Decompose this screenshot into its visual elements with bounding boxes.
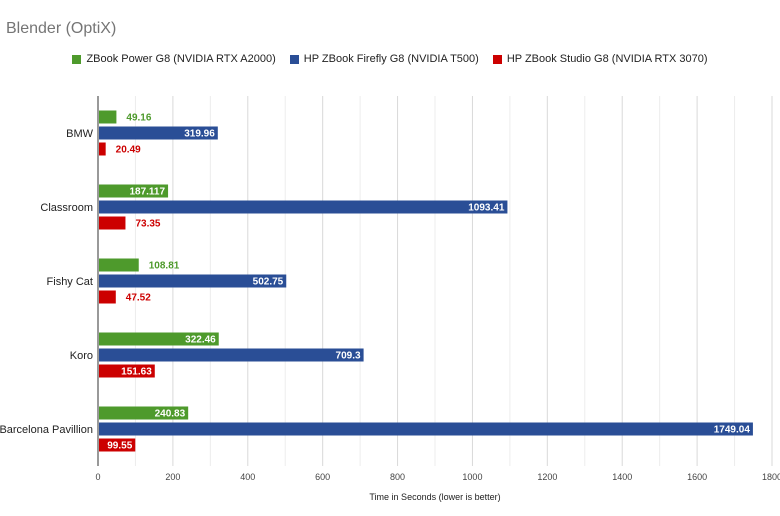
data-label: 47.52 [126, 293, 151, 304]
data-label: 1093.41 [468, 203, 505, 214]
x-tick-label: 1000 [462, 472, 482, 482]
data-label: 1749.04 [714, 425, 751, 436]
data-label: 108.81 [149, 261, 180, 272]
data-label: 49.16 [126, 113, 151, 124]
data-label: 502.75 [253, 277, 284, 288]
x-tick-label: 1400 [612, 472, 632, 482]
x-tick-label: 0 [95, 472, 100, 482]
category-label: Classroom [40, 202, 93, 214]
legend-swatch [72, 54, 82, 64]
data-label: 20.49 [116, 145, 141, 156]
bar [99, 364, 155, 378]
bar [99, 258, 139, 272]
legend-item-2: HP ZBook Firefly G8 (NVIDIA T500) [289, 53, 479, 65]
chart-title: Blender (OptiX) [6, 20, 117, 37]
bar [99, 422, 753, 436]
bar [99, 290, 116, 304]
legend-swatch [289, 54, 299, 64]
data-label: 709.3 [336, 351, 361, 362]
data-label: 322.46 [185, 335, 216, 346]
data-label: 187.117 [129, 187, 165, 198]
bar [99, 216, 126, 230]
x-tick-label: 400 [240, 472, 255, 482]
bar [99, 406, 189, 420]
bar [99, 348, 364, 362]
data-label: 319.96 [184, 129, 215, 140]
legend-item-1: ZBook Power G8 (NVIDIA RTX A2000) [72, 53, 276, 65]
bar [99, 110, 117, 124]
category-label: BMW [66, 128, 94, 140]
x-tick-label: 200 [165, 472, 180, 482]
bar [99, 142, 106, 156]
category-label: Koro [70, 350, 93, 362]
data-label: 99.55 [107, 441, 132, 452]
bar [99, 274, 287, 288]
legend-label: HP ZBook Firefly G8 (NVIDIA T500) [303, 53, 479, 65]
legend-label: ZBook Power G8 (NVIDIA RTX A2000) [86, 53, 276, 65]
bar [99, 184, 169, 198]
bar [99, 438, 136, 452]
data-label: 151.63 [121, 367, 152, 378]
data-label: 73.35 [135, 219, 160, 230]
data-label: 240.83 [155, 409, 186, 420]
x-tick-label: 1800 [762, 472, 780, 482]
legend: ZBook Power G8 (NVIDIA RTX A2000) HP ZBoo… [0, 53, 780, 65]
bar [99, 126, 218, 140]
category-label: Fishy Cat [47, 276, 93, 288]
bar [99, 332, 219, 346]
legend-swatch [492, 54, 502, 64]
x-tick-label: 800 [390, 472, 405, 482]
bar [99, 200, 508, 214]
x-axis-label: Time in Seconds (lower is better) [369, 492, 500, 502]
legend-item-3: HP ZBook Studio G8 (NVIDIA RTX 3070) [492, 53, 708, 65]
x-tick-label: 1200 [537, 472, 557, 482]
category-label: Barcelona Pavillion [0, 424, 93, 436]
legend-label: HP ZBook Studio G8 (NVIDIA RTX 3070) [506, 53, 708, 65]
x-tick-label: 600 [315, 472, 330, 482]
x-tick-label: 1600 [687, 472, 707, 482]
